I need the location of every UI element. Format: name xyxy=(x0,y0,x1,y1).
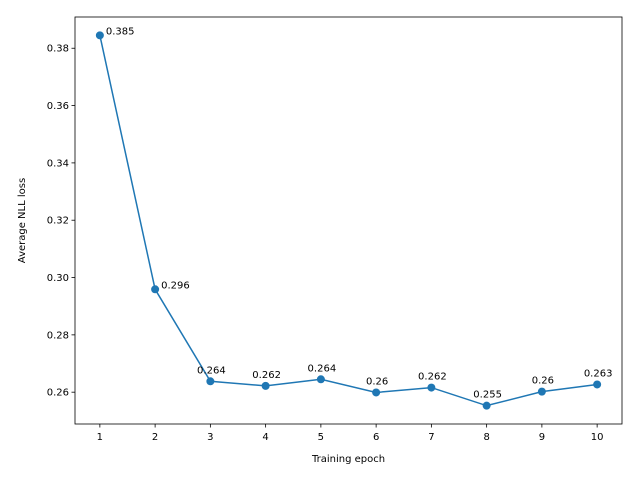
y-axis-label: Average NLL loss xyxy=(17,178,28,263)
data-point xyxy=(427,383,436,392)
data-point xyxy=(95,31,104,40)
y-tick-label: 0.30 xyxy=(47,273,69,284)
data-point xyxy=(593,380,602,389)
data-label: 0.264 xyxy=(308,363,337,374)
series-line xyxy=(99,35,598,407)
data-label: 0.262 xyxy=(252,370,281,381)
data-label: 0.296 xyxy=(161,280,190,291)
y-tick-label: 0.36 xyxy=(47,101,69,112)
data-label: 0.263 xyxy=(584,368,613,379)
data-point xyxy=(316,375,325,384)
y-tick-label: 0.32 xyxy=(47,216,69,227)
series-markers xyxy=(95,31,602,410)
x-tick-label: 2 xyxy=(152,432,158,443)
y-tick-label: 0.38 xyxy=(47,44,69,55)
data-label: 0.26 xyxy=(366,376,388,387)
data-point xyxy=(537,387,546,396)
x-tick-label: 3 xyxy=(207,432,213,443)
y-tick-label: 0.26 xyxy=(47,388,69,399)
plot-frame xyxy=(74,16,623,425)
x-tick-label: 6 xyxy=(373,432,379,443)
x-tick-label: 8 xyxy=(483,432,489,443)
x-tick-label: 10 xyxy=(591,432,604,443)
x-tick-label: 9 xyxy=(539,432,545,443)
data-label: 0.262 xyxy=(418,372,447,383)
data-labels: 0.385 0.296 0.264 0.262 0.264 0.26 0.262 0.255 0… xyxy=(106,26,613,400)
x-axis-label: Training epoch xyxy=(311,454,385,465)
data-point xyxy=(372,388,381,397)
y-tick-label: 0.34 xyxy=(47,158,69,169)
x-tick-label: 7 xyxy=(428,432,434,443)
x-tick-label: 5 xyxy=(318,432,324,443)
data-point xyxy=(261,381,270,390)
data-point xyxy=(151,285,160,294)
data-label: 0.264 xyxy=(197,365,226,376)
data-point xyxy=(482,401,491,410)
x-axis-ticks: 1 2 3 4 5 6 7 8 9 10 xyxy=(97,424,604,443)
data-label: 0.255 xyxy=(473,390,502,401)
x-tick-label: 1 xyxy=(97,432,103,443)
data-label: 0.385 xyxy=(106,26,135,37)
data-point xyxy=(206,377,215,386)
data-label: 0.26 xyxy=(532,376,554,387)
y-tick-label: 0.28 xyxy=(47,330,69,341)
x-tick-label: 4 xyxy=(262,432,268,443)
y-axis-ticks: 0.26 0.28 0.30 0.32 0.34 0.36 0.38 xyxy=(47,44,75,399)
